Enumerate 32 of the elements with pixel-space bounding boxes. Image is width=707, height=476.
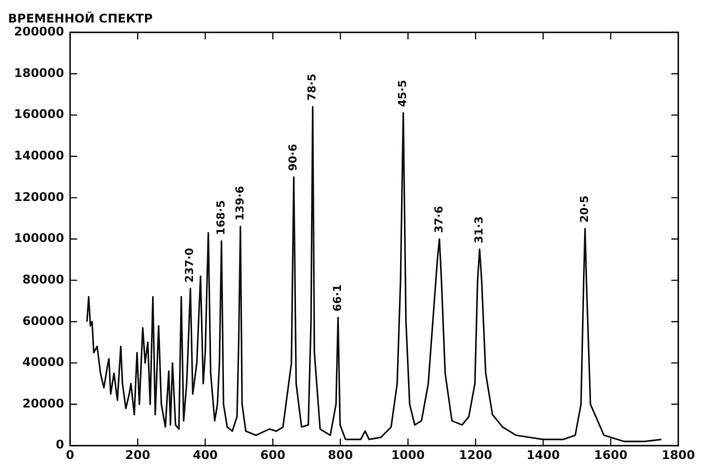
annotation: 139·6 xyxy=(233,185,246,221)
annotation: 37·6 xyxy=(432,206,446,233)
y-tick-label: 100000 xyxy=(14,231,64,246)
y-tick-label: 140000 xyxy=(14,148,64,162)
y-tick-label: 20000 xyxy=(22,396,64,410)
x-tick-label: 1800 xyxy=(662,448,696,462)
x-tick-label: 0 xyxy=(66,448,74,462)
annotation: 66·1 xyxy=(330,284,344,312)
annotation: 45·5 xyxy=(396,80,410,107)
y-tick-label: 120000 xyxy=(14,190,64,204)
chart-title: ВРЕМЕННОЙ СПЕКТР xyxy=(8,10,153,26)
annotation: 78·5 xyxy=(306,74,319,101)
x-tick-label: 400 xyxy=(192,448,218,462)
y-tick-label: 160000 xyxy=(14,107,64,122)
annotation: 31·3 xyxy=(472,216,486,244)
y-tick-label: 80000 xyxy=(22,272,64,286)
x-tick-label: 800 xyxy=(328,448,353,462)
annotation: 237·0 xyxy=(183,247,196,283)
x-tick-label: 200 xyxy=(125,448,150,462)
annotation: 20·5 xyxy=(578,196,591,223)
x-tick-label: 1200 xyxy=(458,448,492,462)
y-tick-label: 200000 xyxy=(14,24,64,39)
x-tick-label: 1000 xyxy=(391,448,425,462)
y-tick-label: 60000 xyxy=(22,314,64,328)
y-tick-label: 40000 xyxy=(22,355,64,370)
y-tick-label: 180000 xyxy=(14,66,64,80)
annotation: 168·5 xyxy=(214,200,228,236)
y-tick-label: 0 xyxy=(56,438,64,452)
x-tick-label: 600 xyxy=(260,448,286,462)
annotation: 90·6 xyxy=(286,144,300,172)
x-tick-label: 1400 xyxy=(526,448,560,462)
x-tick-label: 1600 xyxy=(594,448,628,462)
